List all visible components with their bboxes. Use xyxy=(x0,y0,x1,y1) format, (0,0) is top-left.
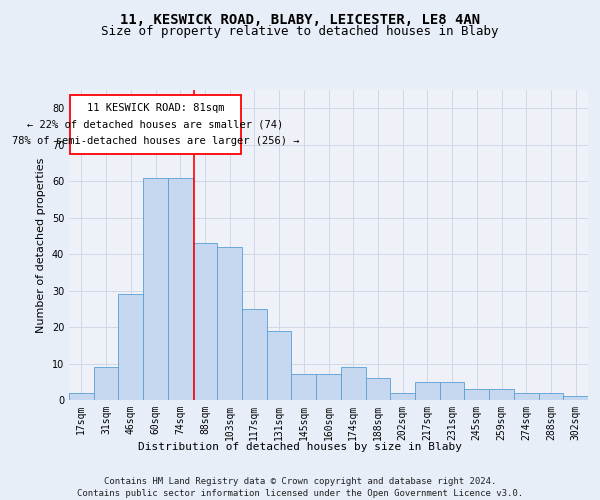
Bar xyxy=(514,392,539,400)
Bar xyxy=(464,389,489,400)
Bar xyxy=(193,243,217,400)
Bar xyxy=(440,382,464,400)
Y-axis label: Number of detached properties: Number of detached properties xyxy=(36,158,46,332)
Text: 11, KESWICK ROAD, BLABY, LEICESTER, LE8 4AN: 11, KESWICK ROAD, BLABY, LEICESTER, LE8 … xyxy=(120,12,480,26)
Bar xyxy=(292,374,316,400)
Bar xyxy=(415,382,440,400)
Bar xyxy=(143,178,168,400)
Bar xyxy=(118,294,143,400)
Bar xyxy=(365,378,390,400)
Bar xyxy=(316,374,341,400)
Bar xyxy=(69,392,94,400)
Bar xyxy=(217,247,242,400)
Bar xyxy=(539,392,563,400)
Bar xyxy=(563,396,588,400)
Bar xyxy=(341,367,365,400)
Bar xyxy=(489,389,514,400)
Text: Contains HM Land Registry data © Crown copyright and database right 2024.
Contai: Contains HM Land Registry data © Crown c… xyxy=(77,476,523,498)
Text: 78% of semi-detached houses are larger (256) →: 78% of semi-detached houses are larger (… xyxy=(12,136,299,146)
Bar xyxy=(70,96,241,154)
Text: Distribution of detached houses by size in Blaby: Distribution of detached houses by size … xyxy=(138,442,462,452)
Bar xyxy=(94,367,118,400)
Text: ← 22% of detached houses are smaller (74): ← 22% of detached houses are smaller (74… xyxy=(28,120,284,130)
Bar xyxy=(267,330,292,400)
Text: 11 KESWICK ROAD: 81sqm: 11 KESWICK ROAD: 81sqm xyxy=(87,103,224,113)
Bar xyxy=(390,392,415,400)
Bar xyxy=(242,309,267,400)
Bar xyxy=(168,178,193,400)
Text: Size of property relative to detached houses in Blaby: Size of property relative to detached ho… xyxy=(101,25,499,38)
